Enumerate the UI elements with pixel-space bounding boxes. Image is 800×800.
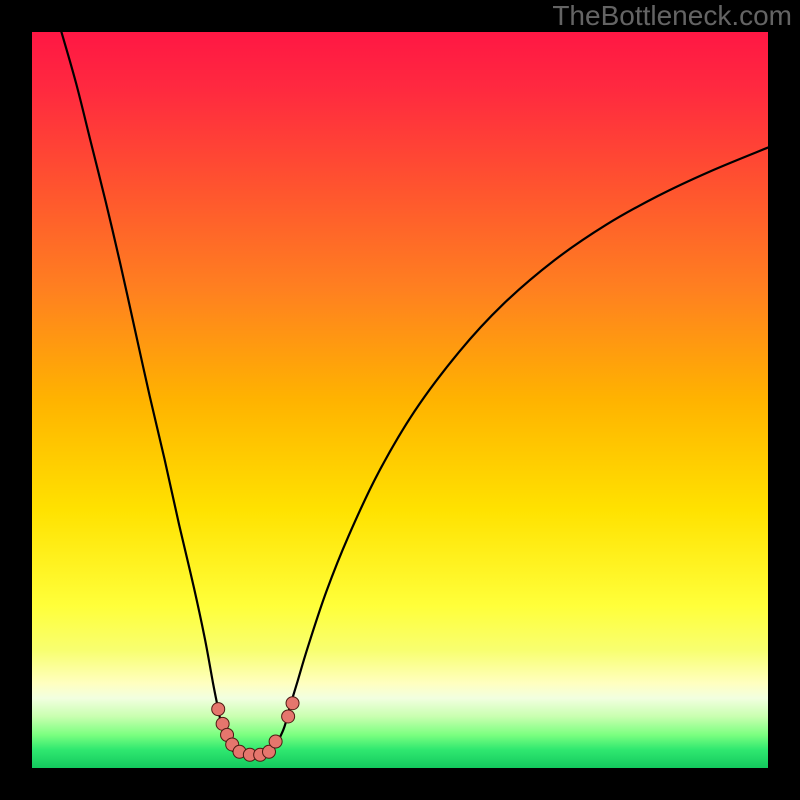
- watermark-label: TheBottleneck.com: [552, 0, 792, 32]
- plot-area: [32, 32, 768, 768]
- data-point: [282, 710, 295, 723]
- data-point: [212, 703, 225, 716]
- chart-overlay-svg: [32, 32, 768, 768]
- bottleneck-curve: [61, 32, 768, 756]
- data-point: [269, 735, 282, 748]
- data-point: [286, 697, 299, 710]
